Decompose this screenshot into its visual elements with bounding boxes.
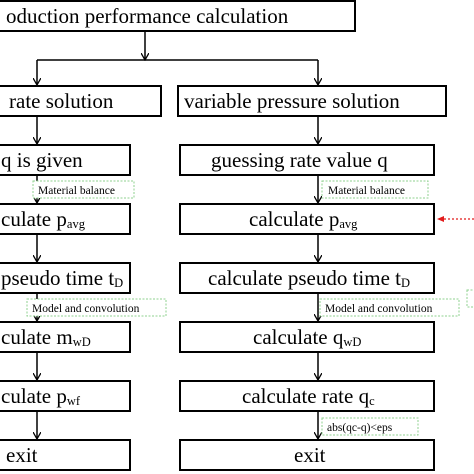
right-model-convolution-label bbox=[319, 298, 460, 317]
right-model-convolution-text: Model and convolution bbox=[325, 303, 433, 315]
title-text: oduction performance calculation bbox=[6, 4, 289, 28]
right-exit-text: exit bbox=[294, 443, 326, 467]
left-step1-box bbox=[0, 144, 131, 176]
right-step2-text: calculate pavg bbox=[249, 207, 358, 231]
left-material-balance-label bbox=[32, 180, 135, 199]
right-convergence-label bbox=[321, 417, 419, 436]
left-step3-text: pseudo time tD bbox=[1, 266, 123, 290]
right-material-balance-text: Material balance bbox=[328, 185, 405, 197]
right-step3-text: calculate pseudo time tD bbox=[208, 266, 410, 290]
left-model-convolution-label bbox=[26, 298, 167, 317]
right-exit-box bbox=[179, 439, 435, 471]
left-step2-text: culate pavg bbox=[1, 207, 86, 231]
right-step1-box bbox=[179, 144, 435, 176]
right-header-text: variable pressure solution bbox=[184, 89, 400, 113]
right-step3-box bbox=[179, 262, 435, 294]
title-box bbox=[0, 0, 356, 32]
right-material-balance-label bbox=[321, 180, 429, 199]
right-step5-text: calculate rate qc bbox=[242, 384, 375, 408]
right-step5-box bbox=[179, 380, 435, 412]
left-step4-box bbox=[0, 321, 131, 353]
right-step2-box bbox=[179, 203, 435, 235]
right-convergence-text: abs(qc-q)<eps bbox=[327, 422, 393, 434]
left-material-balance-text: Material balance bbox=[38, 185, 115, 197]
left-step5-box bbox=[0, 380, 131, 412]
right-step1-text: guessing rate value q bbox=[211, 148, 388, 172]
left-step5-text: culate pwf bbox=[1, 384, 81, 408]
left-exit-box bbox=[0, 439, 131, 471]
left-exit-text: exit bbox=[6, 443, 38, 467]
left-step1-text: q is given bbox=[1, 148, 83, 172]
left-header-box bbox=[0, 85, 162, 117]
right-step4-text: calculate qwD bbox=[253, 325, 361, 349]
left-model-convolution-text: Model and convolution bbox=[32, 303, 140, 315]
right-edge-label-fragment bbox=[466, 289, 474, 308]
left-step3-box bbox=[0, 262, 131, 294]
left-step2-box bbox=[0, 203, 131, 235]
left-header-text: rate solution bbox=[9, 89, 114, 113]
left-step4-text: culate mwD bbox=[1, 325, 91, 349]
right-header-box bbox=[177, 85, 447, 117]
right-step4-box bbox=[179, 321, 435, 353]
